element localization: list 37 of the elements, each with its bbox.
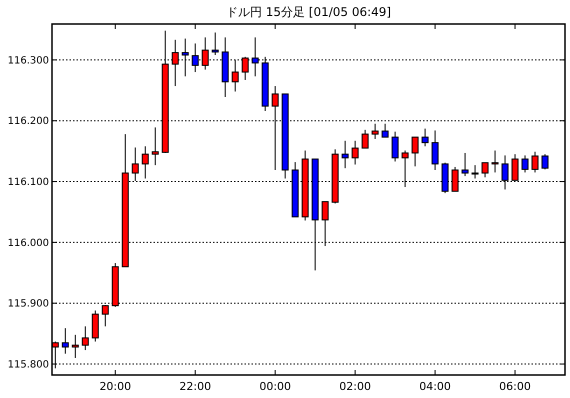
candlestick — [532, 151, 539, 173]
x-tick-label: 22:00 — [179, 380, 212, 393]
y-tick-label: 116.100 — [8, 177, 49, 188]
candlestick — [342, 140, 349, 169]
candlestick — [432, 130, 439, 170]
candlestick — [72, 334, 79, 358]
candlestick — [62, 328, 69, 354]
candlestick — [152, 126, 159, 166]
candlestick — [522, 154, 529, 173]
candlestick — [412, 136, 419, 167]
y-tick-label: 116.200 — [8, 116, 49, 128]
x-tick-label: 06:00 — [499, 380, 531, 393]
candlestick — [492, 150, 499, 173]
x-tick-label: 04:00 — [419, 380, 451, 393]
x-tick-label: 00:00 — [259, 380, 292, 393]
y-tick-label: 115.900 — [8, 298, 49, 310]
candlestick — [352, 140, 359, 166]
x-tick-label: 20:00 — [99, 380, 132, 393]
candlestick — [542, 154, 549, 170]
candlestick — [482, 162, 489, 178]
candlestick — [132, 146, 139, 182]
x-tick-label: 02:00 — [339, 380, 371, 393]
candlestick — [82, 326, 89, 351]
candlestick — [422, 128, 429, 147]
candlestick — [472, 164, 479, 180]
candlestick — [142, 146, 149, 180]
chart-title: ドル円 15分足 [01/05 06:49] — [226, 5, 392, 19]
candlestick — [382, 123, 389, 138]
candlestick — [362, 129, 369, 149]
candlestick — [92, 310, 99, 342]
candlestick — [212, 32, 219, 56]
y-tick-label: 115.800 — [8, 360, 49, 371]
y-tick-label: 116.000 — [8, 238, 49, 249]
candlestick — [462, 152, 469, 177]
y-tick-label: 116.300 — [8, 55, 49, 66]
candlestick — [372, 123, 379, 140]
candlestick — [392, 131, 399, 162]
